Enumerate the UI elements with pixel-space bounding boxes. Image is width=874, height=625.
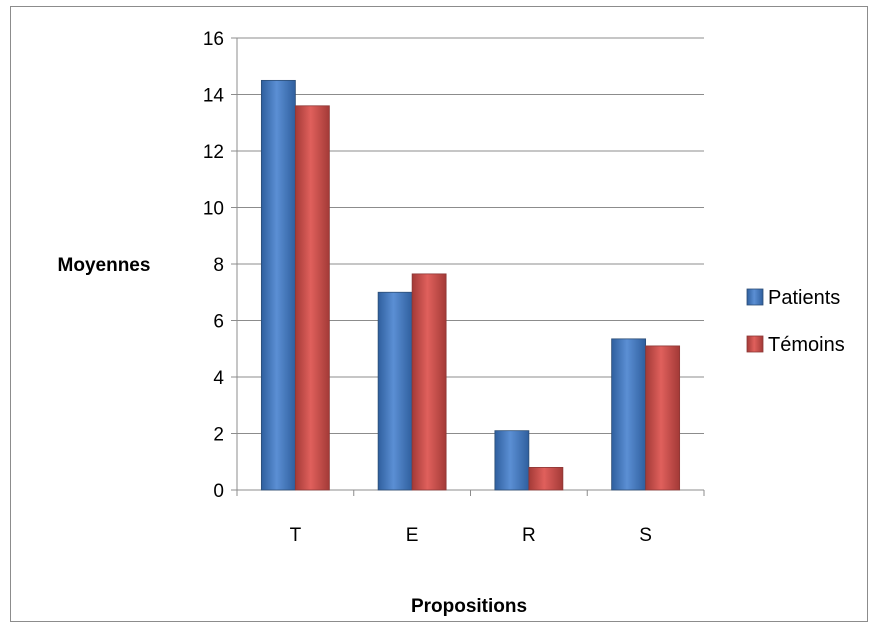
bars [260, 79, 681, 491]
bar-patients-t [260, 79, 296, 491]
y-tick-label: 10 [203, 199, 224, 220]
bar-patients-e [377, 291, 413, 491]
y-axis-title: Moyennes [58, 255, 151, 276]
legend-swatch-1 [746, 288, 764, 306]
bar-t-moins-r [528, 466, 564, 491]
legend-swatch-2 [746, 335, 764, 353]
bar-patients-r [494, 430, 530, 491]
y-tick-label: 0 [213, 481, 224, 502]
y-tick-label: 6 [213, 312, 224, 333]
x-tick-label: S [639, 525, 652, 546]
x-tick-label: R [522, 525, 536, 546]
bar-t-moins-t [294, 105, 330, 491]
bar-t-moins-s [645, 345, 681, 491]
y-tick-label: 2 [213, 425, 224, 446]
x-tick-label: T [290, 525, 302, 546]
y-tick-label: 14 [203, 86, 225, 107]
y-tick-label: 12 [203, 142, 224, 163]
y-tick-label: 16 [203, 29, 224, 50]
bar-patients-s [611, 338, 647, 491]
x-tick-label: E [406, 525, 419, 546]
y-tick-label: 8 [213, 255, 224, 276]
bar-t-moins-e [411, 273, 447, 491]
x-axis-title: Propositions [411, 596, 527, 617]
legend-label-2: Témoins [768, 334, 845, 356]
y-tick-label: 4 [213, 368, 224, 389]
legend: Patients Témoins [746, 287, 845, 356]
legend-label-1: Patients [768, 287, 840, 309]
tick-labels: 0 2 4 6 8 10 12 14 16 T E R S [203, 29, 652, 546]
